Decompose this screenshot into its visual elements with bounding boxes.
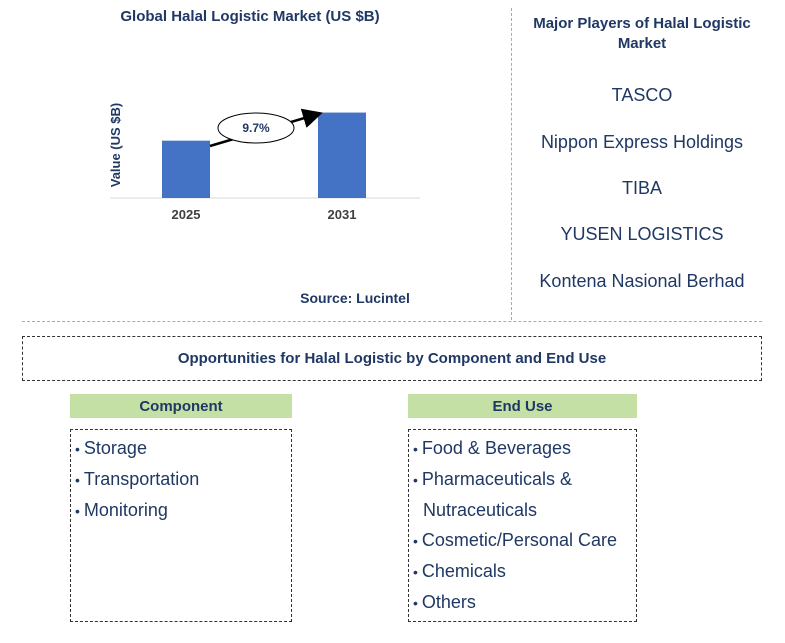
y-axis-label: Value (US $B) [108,103,123,188]
bar-chart: Value (US $B) 2025 2031 9.7% [108,103,420,222]
player-item: TIBA [621,178,662,198]
end-use-list: • Food & Beverages • Pharmaceuticals & Nut… [408,429,637,622]
player-item: YUSEN LOGISTICS [560,224,724,244]
player-item: Kontena Nasional Berhad [539,271,745,291]
list-item: • Pharmaceuticals & [413,469,572,489]
list-item: • Storage [75,438,147,458]
list-item: Nutraceuticals [423,500,538,520]
x-tick-label: 2025 [172,207,201,222]
growth-rate-label: 9.7% [242,121,270,135]
player-item: TASCO [611,85,673,105]
player-item: Nippon Express Holdings [540,132,744,152]
list-item: • Others [413,592,476,612]
opportunities-title: Opportunities for Halal Logistic by Comp… [22,336,762,381]
growth-ellipse [217,112,295,144]
component-header: Component [70,394,292,418]
x-tick-label: 2031 [328,207,357,222]
bar-2025 [162,140,210,198]
bar-2031 [318,112,366,198]
list-item: • Chemicals [413,561,506,581]
source-note: Source: Lucintel [300,290,410,306]
horizontal-divider [22,321,762,322]
players-title: Major Players of Halal Logistic Market [533,15,751,52]
component-list: • Storage • Transportation • Monitoring [70,429,292,622]
list-item: • Food & Beverages [413,438,571,458]
chart-title: Global Halal Logistic Market (US $B) [120,8,380,25]
list-item: • Cosmetic/Personal Care [413,530,617,550]
end-use-header: End Use [408,394,637,418]
list-item: • Monitoring [75,500,168,520]
vertical-divider [511,8,512,320]
list-item: • Transportation [75,469,200,489]
